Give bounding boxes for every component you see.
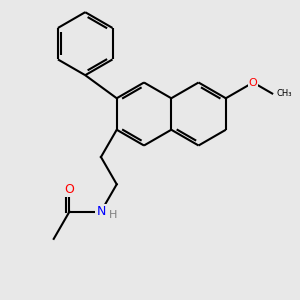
Text: CH₃: CH₃ (277, 89, 292, 98)
Text: O: O (249, 77, 257, 88)
Text: O: O (64, 183, 74, 196)
Text: N: N (96, 205, 106, 218)
Text: H: H (109, 210, 117, 220)
